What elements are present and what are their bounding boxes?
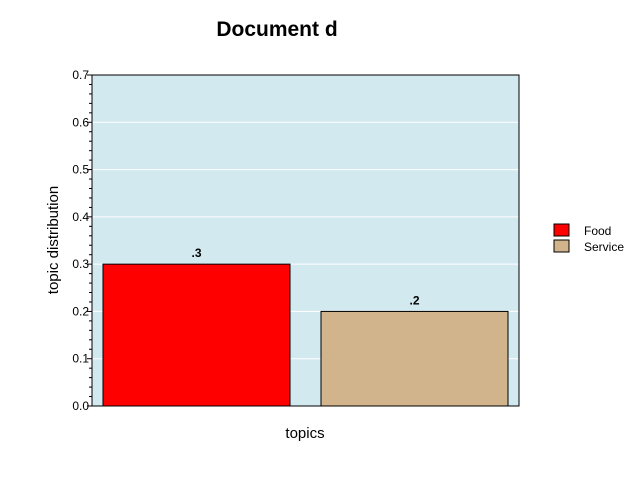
y-tick-label: 0.6 bbox=[72, 115, 89, 129]
bars: .3 .2 bbox=[102, 246, 509, 407]
x-axis-title: topics bbox=[285, 425, 324, 442]
y-tick-label: 0.1 bbox=[72, 352, 89, 366]
bar-data-label: .3 bbox=[191, 246, 201, 260]
y-tick-label: 0.7 bbox=[72, 68, 89, 82]
legend-swatch bbox=[553, 239, 570, 253]
bar-food bbox=[102, 263, 291, 407]
legend-label: Service bbox=[584, 240, 624, 254]
bar-data-label: .2 bbox=[409, 293, 419, 307]
y-tick-label: 0.4 bbox=[72, 210, 89, 224]
y-tick-label: 0.5 bbox=[72, 163, 89, 177]
y-tick-label: 0.3 bbox=[72, 257, 89, 271]
chart-title: Document d bbox=[216, 18, 337, 41]
plot-border bbox=[91, 74, 520, 407]
legend: Food Service bbox=[553, 223, 624, 254]
legend-swatch bbox=[553, 223, 570, 237]
legend-label: Food bbox=[584, 224, 611, 238]
y-axis: 0.0 0.1 0.2 0.3 0.4 0.5 0.6 0.7 bbox=[72, 68, 92, 413]
y-tick-label: 0.0 bbox=[72, 399, 89, 413]
y-tick-label: 0.2 bbox=[72, 304, 89, 318]
y-axis-title: topic distribution bbox=[45, 186, 62, 294]
bar-service bbox=[320, 310, 509, 407]
